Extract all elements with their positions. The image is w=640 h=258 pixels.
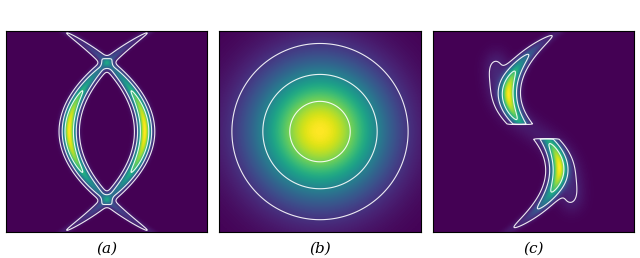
Text: (c): (c) bbox=[523, 242, 543, 256]
Text: (a): (a) bbox=[97, 242, 118, 256]
Text: (b): (b) bbox=[309, 242, 331, 256]
